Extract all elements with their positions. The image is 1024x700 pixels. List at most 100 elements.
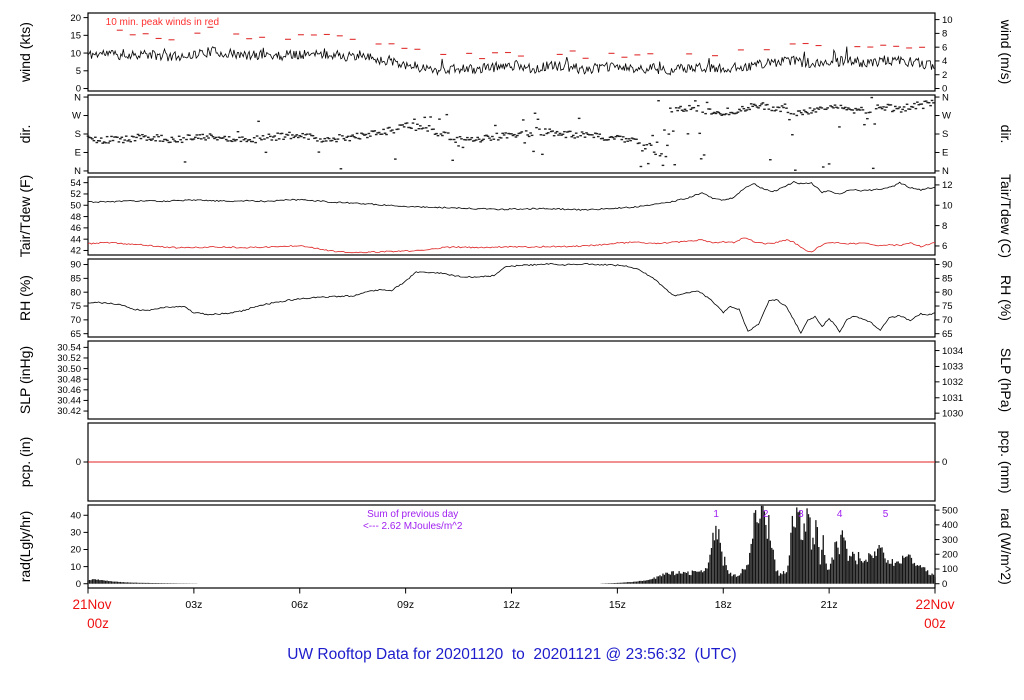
axis-label-right: wind (m/s)	[998, 19, 1014, 85]
axis-label-left: wind (kts)	[17, 22, 33, 83]
tick-label: 0	[942, 579, 947, 590]
tick-label: 90	[70, 260, 81, 271]
tick-label: 1032	[942, 377, 963, 388]
axis-label-left: dir.	[17, 125, 33, 144]
annotation-rad: <--- 2.62 MJoules/m^2	[363, 521, 463, 532]
time-tick-label: 12z	[503, 599, 520, 611]
time-tick-label: 21z	[821, 599, 838, 611]
tick-label: 75	[942, 301, 953, 312]
tick-label: 30.48	[57, 374, 81, 385]
tick-label: 6	[942, 42, 947, 53]
panel-rh: 90 85 80 75 70 65 90 85 80 75 70 65 RH (%) RH (%)	[17, 258, 1014, 340]
tick-label: 44	[70, 234, 81, 245]
axis-label-right: dir.	[998, 125, 1014, 144]
tick-label: 10	[942, 200, 953, 211]
tick-label: 85	[70, 274, 81, 285]
tick-label: 40	[70, 510, 81, 521]
tick-label: 46	[70, 223, 81, 234]
tick-label: 75	[70, 301, 81, 312]
axis-label-right: pcp. (mm)	[998, 431, 1014, 494]
tick-label: 400	[942, 520, 958, 531]
axis-label-right: Tair/Tdew (C)	[998, 174, 1014, 258]
tick-label: 10	[70, 48, 81, 59]
tick-label: N	[74, 92, 81, 103]
tick-label: 6	[942, 241, 947, 252]
time-axis: 03z 06z 09z 12z 15z 18z 21z 21Nov 00z 22Nov 00z	[72, 588, 955, 631]
series-peak-wind-10min	[116, 26, 926, 60]
tick-label: 2	[942, 70, 947, 81]
tick-label: 0	[942, 84, 947, 95]
axis-label-left: SLP (inHg)	[17, 346, 33, 414]
tick-label: 12	[942, 180, 953, 191]
tick-label: 200	[942, 549, 958, 560]
chart-title: UW Rooftop Data for 20201120 to 20201121…	[287, 646, 737, 663]
tick-label: 48	[70, 212, 81, 223]
tick-label: E	[75, 148, 81, 159]
tick-label: 42	[70, 246, 81, 257]
tick-label: 15	[70, 31, 81, 42]
tick-label: 10	[942, 15, 953, 26]
tick-label: 20	[70, 13, 81, 24]
tick-label: 70	[70, 315, 81, 326]
tick-label: 1030	[942, 408, 963, 419]
tick-label: 30.54	[57, 343, 81, 354]
axis-label-left: rad(Lgly/hr)	[17, 511, 33, 583]
tick-label: 30.52	[57, 353, 81, 364]
tick-label: 0	[76, 457, 81, 468]
tick-label: 1033	[942, 362, 963, 373]
tick-label: 10	[70, 562, 81, 573]
series-tair-f	[87, 181, 936, 211]
tick-label: W	[942, 111, 951, 122]
series-relative-humidity	[87, 262, 936, 335]
tick-label: S	[75, 129, 81, 140]
panel-pcp: 0 0 pcp. (in) pcp. (mm)	[17, 422, 1014, 502]
annotation-rad: Sum of previous day	[367, 509, 458, 520]
tick-label: 300	[942, 535, 958, 546]
tick-label: 30.42	[57, 406, 81, 417]
end-date-label: 22Nov	[915, 597, 954, 612]
tick-label: 80	[942, 287, 953, 298]
tick-label: 90	[942, 260, 953, 271]
tick-label: 0	[76, 579, 81, 590]
tick-label: 20	[70, 545, 81, 556]
time-tick-label: 15z	[609, 599, 626, 611]
annotation-wind: 10 min. peak winds in red	[106, 17, 219, 28]
time-tick-label: 18z	[715, 599, 732, 611]
series-solar-radiation	[87, 505, 936, 584]
tick-label: 80	[70, 287, 81, 298]
axis-label-left: pcp. (in)	[17, 437, 33, 488]
tick-label: N	[942, 92, 949, 103]
tick-label: 70	[942, 315, 953, 326]
tick-label: 8	[942, 29, 947, 40]
series-wind-speed-kts	[87, 46, 936, 77]
tick-label: N	[74, 166, 81, 177]
annotation-rad: 1	[713, 509, 719, 520]
tick-label: 5	[76, 66, 81, 77]
annotation-rad: 2	[763, 509, 769, 520]
tick-label: 52	[70, 189, 81, 200]
axis-label-right: SLP (hPa)	[998, 348, 1014, 412]
tick-label: 30.50	[57, 364, 81, 375]
annotation-rad: 5	[883, 509, 889, 520]
axis-label-right: rad (W/m^2)	[998, 508, 1014, 585]
time-tick-label: 09z	[397, 599, 414, 611]
tick-label: 0	[942, 457, 947, 468]
tick-label: 1031	[942, 393, 963, 404]
tick-label: 0	[76, 84, 81, 95]
series-tdew-f	[87, 237, 936, 254]
annotation-rad: 3	[798, 509, 804, 520]
time-tick-label: 06z	[291, 599, 308, 611]
start-date-label: 21Nov	[72, 597, 111, 612]
axis-label-left: RH (%)	[17, 275, 33, 321]
time-tick-label: 03z	[185, 599, 202, 611]
tick-label: 500	[942, 505, 958, 516]
start-hour-label: 00z	[87, 616, 109, 631]
tick-label: E	[942, 148, 948, 159]
tick-label: 100	[942, 564, 958, 575]
tick-label: 50	[70, 200, 81, 211]
